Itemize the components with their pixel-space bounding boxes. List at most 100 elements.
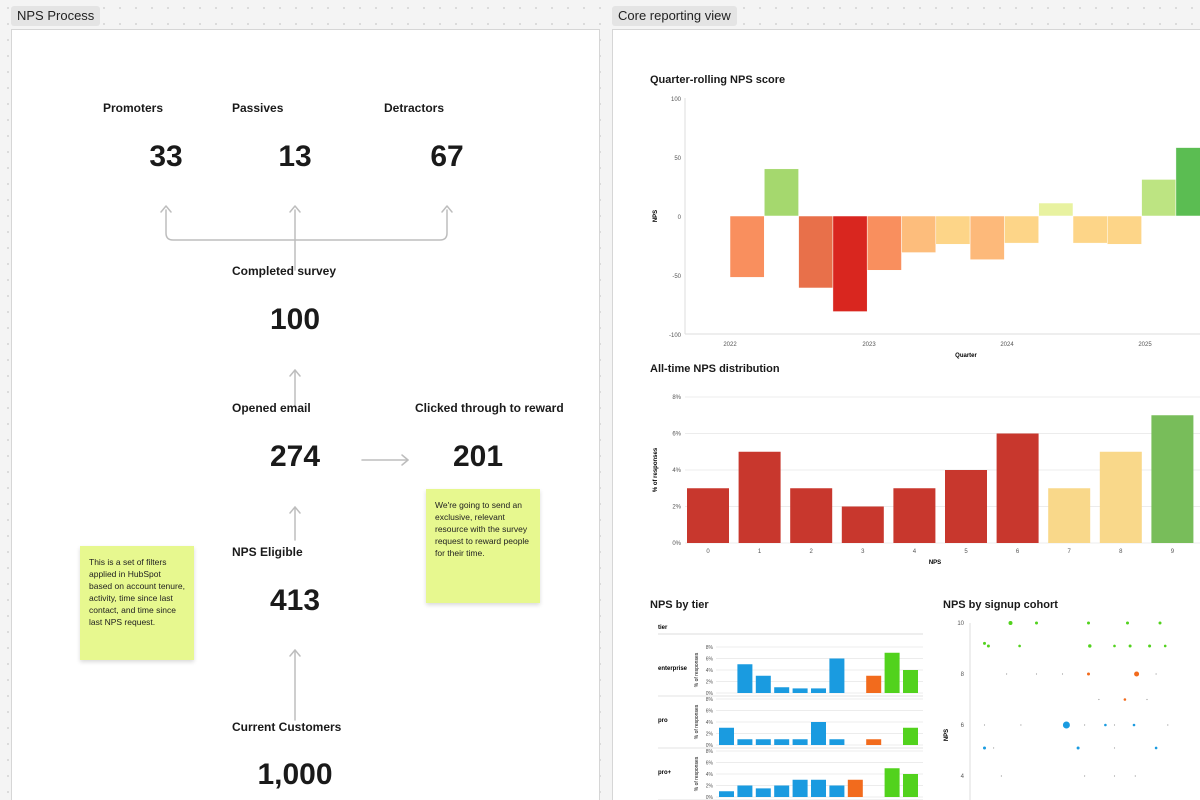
cohort-point: [1123, 698, 1127, 701]
y-tick-label: 2%: [706, 732, 714, 738]
y-tick-label: 4: [961, 774, 965, 780]
y-tick-label: 4%: [706, 668, 714, 674]
tier-bar: [737, 739, 753, 745]
distribution-bar: [790, 488, 833, 543]
cohort-point: [1154, 746, 1158, 750]
distribution-bar: [1151, 415, 1194, 543]
distribution-bar: [945, 470, 987, 543]
y-tick-label: 0%: [672, 541, 681, 547]
cohort-point: [1076, 746, 1080, 750]
nps-bar: [866, 215, 902, 271]
clicked-reward-count: 201: [452, 440, 504, 473]
y-tick-label: 4%: [706, 772, 714, 778]
quarter-nps-chart: 100 50 0 -50 -100 NPS 2022 2023 2024 2025 Quarter: [653, 97, 1200, 359]
tier-row-label: pro+: [658, 770, 672, 776]
cohort-point: [1148, 644, 1152, 648]
opened-email-label: Opened email: [232, 401, 311, 415]
nps-bar: [1038, 202, 1074, 217]
tier-bar: [829, 785, 845, 797]
clicked-reward-label: Clicked through to reward: [415, 401, 564, 415]
y-tick-label: 10: [957, 621, 964, 627]
nps-process-frame[interactable]: Promoters 33 Passives 13 Detractors 67 C…: [11, 29, 600, 800]
y-tick-label: 8%: [706, 645, 714, 651]
cohort-point: [1134, 671, 1140, 677]
chart3-title: NPS by tier: [650, 599, 709, 611]
chart2-title: All-time NPS distribution: [650, 363, 780, 375]
frame-label-core-reporting[interactable]: Core reporting view: [612, 6, 737, 26]
cohort-point: [1132, 723, 1136, 727]
cohort-point: [1146, 698, 1148, 701]
cohort-point: [986, 644, 990, 648]
nps-eligible-count: 413: [269, 584, 321, 617]
tier-bar: [792, 688, 808, 693]
current-customers-count: 1,000: [257, 758, 333, 791]
nps-bar: [1175, 147, 1200, 217]
y-tick-label: 4%: [706, 720, 714, 726]
nps-bar: [1004, 215, 1039, 244]
core-reporting-frame[interactable]: Quarter-rolling NPS score 100 50 0 -50 -100 N…: [612, 29, 1200, 800]
tier-bar: [792, 779, 808, 797]
y-tick-label: 100: [671, 97, 682, 103]
tier-bar: [719, 791, 734, 797]
frame-label-nps-process[interactable]: NPS Process: [11, 6, 101, 26]
y-tick-label: 8%: [706, 697, 714, 703]
cohort-point: [1158, 621, 1162, 625]
chart1-title: Quarter-rolling NPS score: [650, 74, 786, 86]
nps-bar: [832, 215, 868, 312]
x-tick-label: 2023: [862, 342, 876, 348]
y-tick-label: 8: [961, 672, 965, 678]
y-tick-label: 8%: [706, 749, 714, 755]
cohort-point: [1035, 621, 1038, 625]
x-tick-label: 8: [1119, 549, 1123, 555]
sticky-note-filters[interactable]: This is a set of filters applied in HubS…: [80, 546, 194, 660]
chart4-title: NPS by signup cohort: [943, 599, 1058, 611]
x-tick-label: 5: [964, 549, 968, 555]
arrowhead-customers: [289, 649, 301, 657]
arrowhead-passives: [289, 205, 301, 213]
x-tick-label: 0: [706, 549, 710, 555]
tier-row-label: pro: [658, 718, 668, 724]
y-tick-label: 0%: [706, 743, 714, 749]
cohort-point: [1008, 621, 1013, 625]
arrowhead-promoters: [160, 205, 172, 213]
cohort-point: [1167, 724, 1169, 726]
cohort-point: [1113, 747, 1116, 749]
y-tick-label: 50: [674, 156, 681, 162]
distribution-bar: [893, 488, 936, 543]
tier-bar: [884, 652, 900, 693]
opened-email-count: 274: [269, 440, 321, 473]
tier-bar: [755, 788, 771, 797]
cohort-point: [1126, 621, 1129, 625]
y-tick-label: 6%: [706, 657, 714, 663]
tier-bar: [719, 727, 734, 745]
cohort-point: [1087, 672, 1090, 676]
cohort-point: [1155, 673, 1157, 675]
nps-bar: [935, 215, 971, 245]
tier-bar: [884, 768, 900, 797]
cohort-point: [993, 747, 995, 749]
distribution-bar: [841, 506, 884, 543]
tier-bar: [866, 739, 882, 745]
tier-bar: [792, 739, 808, 745]
cohort-point: [1088, 644, 1092, 648]
y-tick-label: 6: [961, 723, 965, 729]
y-tick-label: 2%: [706, 680, 714, 686]
sticky-note-reward[interactable]: We're going to send an exclusive, releva…: [426, 489, 540, 603]
nps-bar: [1107, 215, 1142, 245]
cohort-point: [983, 724, 986, 726]
y-axis-title: % of responses: [653, 447, 659, 492]
nps-bar: [969, 215, 1005, 260]
nps-eligible-label: NPS Eligible: [232, 545, 303, 559]
tier-header: tier: [658, 625, 668, 631]
y-tick-label: -100: [669, 333, 682, 339]
funnel-connectors: [160, 205, 453, 721]
y-tick-label: 6%: [672, 432, 681, 438]
distribution-bar: [996, 433, 1039, 543]
tier-bar: [903, 774, 918, 797]
passives-count: 13: [278, 140, 312, 173]
x-tick-label: 1: [758, 549, 762, 555]
promoters-count: 33: [149, 140, 183, 173]
detractors-count: 67: [430, 140, 464, 173]
nps-bar: [1141, 179, 1177, 217]
tier-bar: [755, 739, 771, 745]
